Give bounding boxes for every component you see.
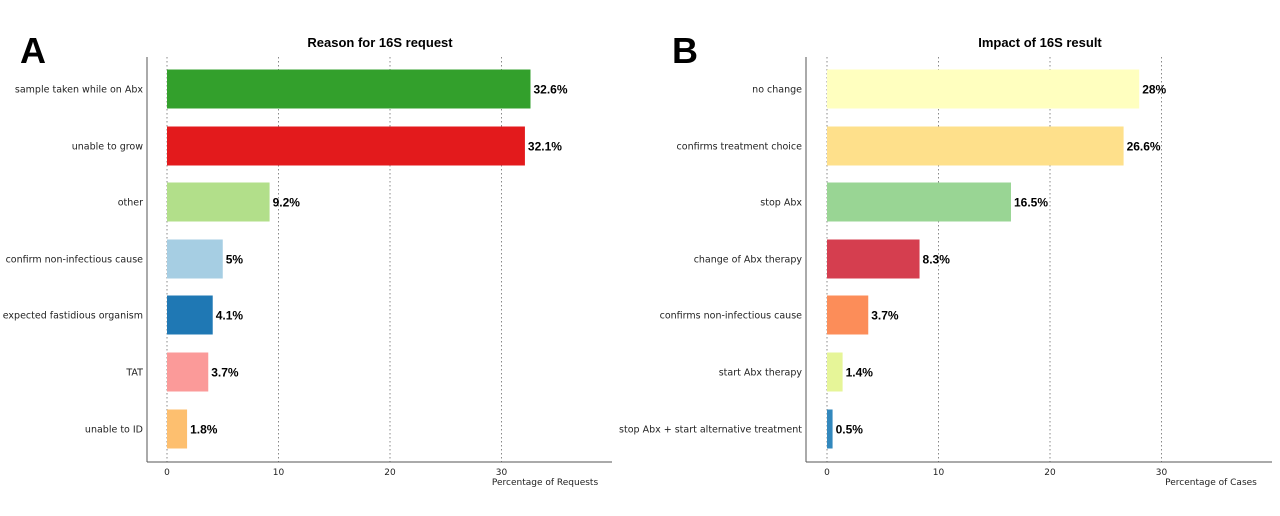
bar-a-6	[167, 409, 188, 449]
bar-b-6	[827, 409, 833, 449]
category-label-a-4: expected fastidious organism	[3, 311, 143, 322]
bar-b-4	[827, 295, 869, 335]
category-label-a-1: unable to grow	[72, 142, 143, 153]
chart-title-b: Impact of 16S result	[978, 35, 1102, 50]
x-axis-label-b: Percentage of Cases	[1165, 478, 1257, 488]
x-axis-label-a: Percentage of Requests	[492, 478, 599, 488]
bar-b-5	[827, 352, 843, 392]
category-label-a-5: TAT	[125, 368, 143, 379]
x-tick-label-b-2: 20	[1044, 468, 1056, 478]
data-label-b-6: 0.5%	[836, 423, 864, 437]
panel-label-a: A	[20, 30, 46, 71]
data-label-b-1: 26.6%	[1127, 140, 1161, 154]
bar-b-0	[827, 69, 1140, 109]
x-tick-label-b-1: 10	[933, 468, 945, 478]
data-label-b-4: 3.7%	[871, 309, 899, 323]
x-tick-label-a-0: 0	[164, 468, 170, 478]
category-label-b-6: stop Abx + start alternative treatment	[619, 425, 802, 436]
data-label-b-0: 28%	[1142, 83, 1166, 97]
data-label-b-5: 1.4%	[846, 366, 874, 380]
category-label-b-4: confirms non-infectious cause	[660, 311, 803, 322]
panel-label-b: B	[672, 30, 698, 71]
data-label-a-1: 32.1%	[528, 140, 562, 154]
category-label-b-2: stop Abx	[760, 198, 802, 209]
x-tick-label-b-0: 0	[824, 468, 830, 478]
data-label-a-0: 32.6%	[533, 83, 567, 97]
bar-a-2	[167, 182, 270, 222]
data-label-a-2: 9.2%	[273, 196, 301, 210]
bar-a-5	[167, 352, 209, 392]
bar-a-4	[167, 295, 213, 335]
category-label-b-3: change of Abx therapy	[694, 255, 803, 266]
category-label-a-6: unable to ID	[85, 425, 143, 436]
category-label-a-0: sample taken while on Abx	[15, 85, 143, 96]
bar-a-0	[167, 69, 531, 109]
data-label-b-3: 8.3%	[923, 253, 951, 267]
data-label-a-3: 5%	[226, 253, 244, 267]
data-label-b-2: 16.5%	[1014, 196, 1048, 210]
bar-b-3	[827, 239, 920, 279]
x-tick-label-a-2: 20	[384, 468, 396, 478]
bar-a-3	[167, 239, 223, 279]
x-tick-label-b-3: 30	[1156, 468, 1168, 478]
category-label-b-5: start Abx therapy	[719, 368, 803, 379]
bar-b-1	[827, 126, 1124, 166]
data-label-a-4: 4.1%	[216, 309, 244, 323]
chart-title-a: Reason for 16S request	[307, 35, 453, 50]
category-label-b-1: confirms treatment choice	[677, 142, 803, 153]
data-label-a-5: 3.7%	[211, 366, 239, 380]
bar-b-2	[827, 182, 1011, 222]
data-label-a-6: 1.8%	[190, 423, 218, 437]
category-label-b-0: no change	[752, 85, 802, 96]
category-label-a-2: other	[118, 198, 143, 209]
category-label-a-3: confirm non-infectious cause	[6, 255, 144, 266]
x-tick-label-a-3: 30	[496, 468, 508, 478]
x-tick-label-a-1: 10	[273, 468, 285, 478]
bar-a-1	[167, 126, 525, 166]
